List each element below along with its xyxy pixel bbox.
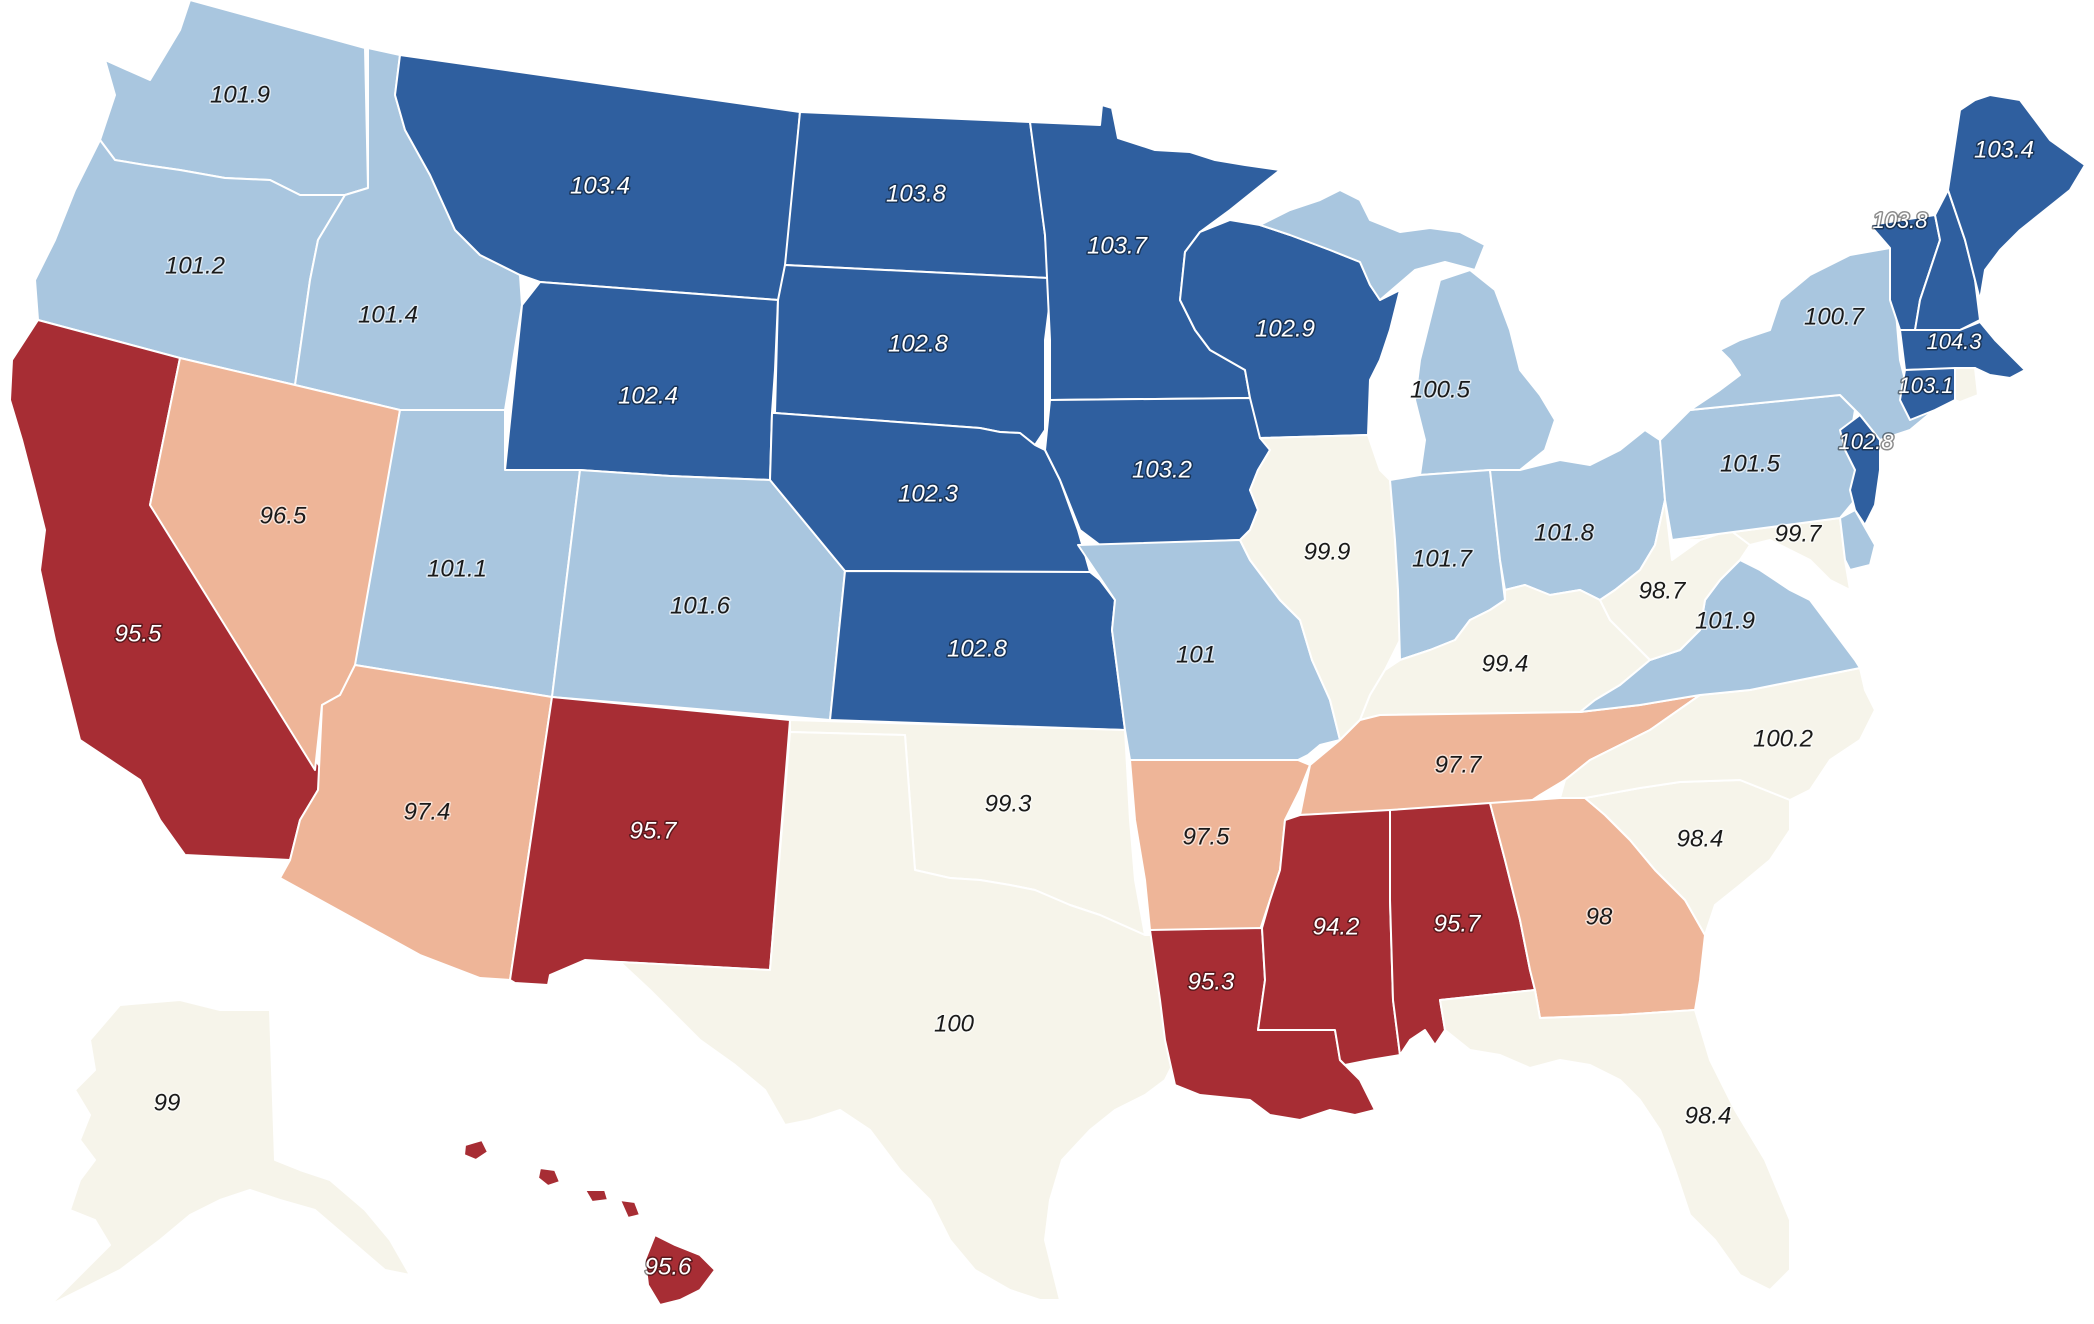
- state-value-labels: 101.9 101.2 95.5 101.4 96.5 103.4 102.4 …: [113, 80, 2035, 1282]
- label-north-dakota: 103.8: [886, 180, 947, 207]
- label-florida: 98.4: [1685, 1102, 1732, 1129]
- label-wyoming: 102.4: [618, 382, 678, 409]
- label-pennsylvania: 101.5: [1720, 450, 1781, 477]
- label-oklahoma: 99.3: [985, 790, 1032, 817]
- label-california: 95.5: [115, 620, 162, 647]
- label-new-jersey: 102.8: [1838, 429, 1894, 454]
- state-shapes: [9, 0, 2086, 1306]
- state-delaware[interactable]: [1839, 509, 1876, 571]
- label-alabama: 95.7: [1434, 910, 1482, 937]
- state-hawaii[interactable]: [463, 1139, 716, 1306]
- label-kentucky: 99.4: [1482, 650, 1529, 677]
- label-arizona: 97.4: [404, 798, 451, 825]
- label-iowa: 103.2: [1132, 456, 1192, 483]
- label-indiana: 101.7: [1412, 545, 1474, 572]
- label-maryland: 99.7: [1775, 520, 1823, 547]
- state-west-virginia[interactable]: [1599, 499, 1751, 661]
- label-utah: 101.1: [427, 555, 487, 582]
- label-south-dakota: 102.8: [888, 330, 949, 357]
- label-louisiana: 95.3: [1188, 968, 1235, 995]
- label-tennessee: 97.7: [1435, 751, 1483, 778]
- label-north-carolina: 100.2: [1753, 725, 1813, 752]
- label-mississippi: 94.2: [1313, 913, 1360, 940]
- label-colorado: 101.6: [670, 592, 731, 619]
- state-north-carolina[interactable]: [1559, 667, 1876, 801]
- label-idaho: 101.4: [358, 301, 418, 328]
- state-alaska[interactable]: [49, 999, 411, 1306]
- label-hawaii: 95.6: [645, 1253, 692, 1280]
- label-illinois: 99.9: [1304, 538, 1351, 565]
- label-michigan: 100.5: [1410, 376, 1471, 403]
- label-nebraska: 102.3: [898, 480, 959, 507]
- label-west-virginia: 98.7: [1639, 577, 1687, 604]
- label-nevada: 96.5: [260, 502, 307, 529]
- label-massachusetts: 104.3: [1926, 329, 1982, 354]
- label-new-mexico: 95.7: [630, 817, 678, 844]
- state-michigan[interactable]: [1259, 189, 1556, 476]
- label-oregon: 101.2: [165, 252, 225, 279]
- state-maine[interactable]: [1947, 94, 2086, 301]
- label-georgia: 98: [1586, 903, 1613, 930]
- label-alaska: 99: [154, 1089, 181, 1116]
- label-texas: 100: [934, 1010, 975, 1037]
- label-maine: 103.4: [1974, 136, 2034, 163]
- label-missouri: 101: [1176, 641, 1216, 668]
- label-connecticut: 103.1: [1898, 373, 1953, 398]
- label-washington: 101.9: [210, 81, 270, 108]
- label-virginia: 101.9: [1695, 607, 1755, 634]
- state-florida[interactable]: [1439, 989, 1791, 1291]
- label-south-carolina: 98.4: [1677, 825, 1724, 852]
- label-minnesota: 103.7: [1087, 232, 1149, 259]
- label-ohio: 101.8: [1534, 519, 1595, 546]
- state-texas[interactable]: [619, 731, 1176, 1301]
- label-wisconsin: 102.9: [1255, 315, 1315, 342]
- label-montana: 103.4: [570, 172, 630, 199]
- label-arkansas: 97.5: [1183, 823, 1230, 850]
- label-new-york: 100.7: [1804, 303, 1866, 330]
- label-vermont: 103.8: [1872, 208, 1928, 233]
- state-rhode-island[interactable]: [1954, 367, 1979, 403]
- label-kansas: 102.8: [947, 635, 1008, 662]
- state-wyoming[interactable]: [504, 281, 779, 481]
